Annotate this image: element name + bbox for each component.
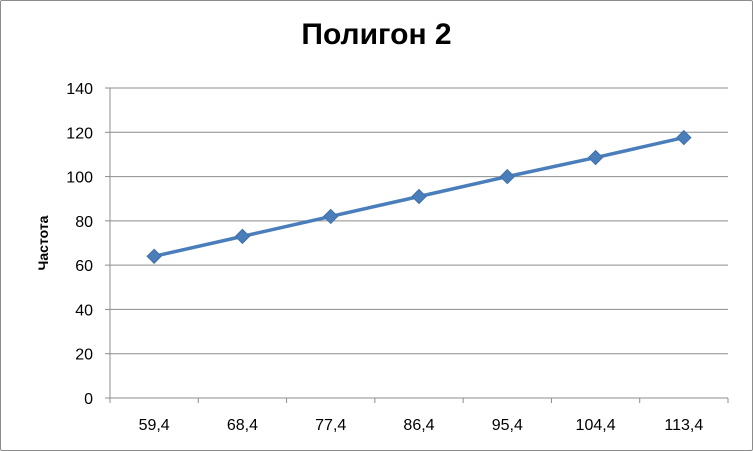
chart-title: Полигон 2 bbox=[301, 18, 452, 51]
data-point bbox=[234, 228, 251, 245]
x-tick-label: 113,4 bbox=[664, 417, 703, 434]
data-point bbox=[587, 149, 604, 166]
x-tick-label: 68,4 bbox=[227, 417, 258, 434]
x-tick-label: 86,4 bbox=[403, 417, 434, 434]
x-tick-label: 104,4 bbox=[576, 417, 616, 434]
y-tick-label: 120 bbox=[66, 125, 93, 142]
y-tick-label: 100 bbox=[66, 170, 93, 187]
data-point bbox=[676, 129, 692, 146]
data-point bbox=[411, 188, 427, 205]
data-point bbox=[499, 168, 515, 185]
y-tick-label: 40 bbox=[75, 302, 93, 319]
x-tick-label: 59,4 bbox=[139, 417, 170, 434]
data-point bbox=[146, 248, 162, 264]
y-tick-label: 60 bbox=[75, 258, 93, 275]
x-tick-label: 77,4 bbox=[315, 417, 346, 434]
y-tick-label: 20 bbox=[75, 347, 93, 364]
y-tick-label: 80 bbox=[75, 214, 93, 231]
y-tick-label: 0 bbox=[84, 391, 93, 408]
data-point bbox=[323, 208, 339, 225]
y-tick-label: 140 bbox=[66, 81, 93, 98]
x-tick-label: 95,4 bbox=[492, 417, 523, 434]
